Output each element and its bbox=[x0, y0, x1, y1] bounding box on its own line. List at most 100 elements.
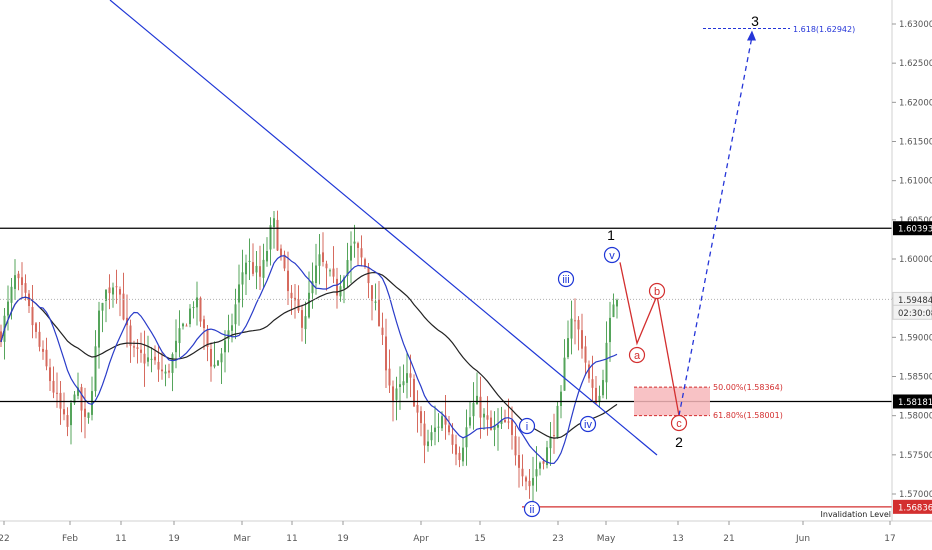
candle-body bbox=[392, 386, 394, 401]
x-tick-label: 11 bbox=[115, 534, 126, 544]
candle-body bbox=[70, 402, 72, 426]
candle-body bbox=[476, 395, 478, 404]
price-tag-box bbox=[893, 499, 932, 514]
candle-body bbox=[63, 409, 65, 415]
fib-618-label: 61.80%(1.58001) bbox=[713, 411, 783, 420]
candle-body bbox=[199, 297, 202, 322]
candle-body bbox=[213, 364, 216, 367]
candle-body bbox=[35, 323, 37, 332]
candle-body bbox=[143, 353, 146, 364]
candle-body bbox=[399, 384, 401, 388]
invalidation-label: Invalidation Level bbox=[821, 510, 891, 519]
candle-body bbox=[532, 477, 534, 486]
candle-body bbox=[255, 265, 258, 273]
candle-body bbox=[280, 248, 282, 256]
candle-body bbox=[612, 304, 615, 318]
price-tag-label: 1.56836 bbox=[898, 503, 932, 513]
candle-body bbox=[161, 369, 163, 372]
candle-body bbox=[24, 283, 27, 293]
candle-body bbox=[378, 299, 380, 327]
candle-body bbox=[367, 267, 370, 284]
candle-body bbox=[336, 278, 338, 296]
candle-body bbox=[518, 455, 520, 468]
price-axis-ticks: 1.63000 1.62500 1.62000 1.61500 1.61000 1.605… bbox=[892, 20, 932, 500]
candle-body bbox=[105, 289, 107, 301]
candle-body bbox=[192, 306, 195, 308]
price-tag-box bbox=[892, 304, 932, 320]
candle-body bbox=[602, 380, 604, 396]
trend-lines bbox=[109, 0, 658, 456]
candle-body bbox=[101, 302, 104, 311]
candle-body bbox=[171, 354, 174, 373]
candle-body bbox=[0, 331, 2, 343]
x-tick-label: Jun bbox=[795, 534, 810, 544]
candle-body bbox=[507, 421, 510, 423]
candle-body bbox=[381, 327, 384, 335]
candle-body bbox=[360, 248, 363, 258]
candle-body bbox=[234, 304, 237, 325]
candle-body bbox=[406, 373, 408, 383]
y-tick-label: 1.61500 bbox=[899, 138, 932, 148]
candle-body bbox=[434, 427, 436, 432]
candle-body bbox=[588, 364, 590, 379]
wave-iii-label: iii bbox=[562, 274, 569, 286]
wave-iii-circle bbox=[557, 270, 575, 288]
candle-body bbox=[591, 379, 594, 388]
candle-body bbox=[483, 413, 485, 418]
candle-body bbox=[49, 367, 51, 382]
moving-averages bbox=[0, 255, 618, 465]
price-tag-label: 1.58181 bbox=[898, 398, 932, 408]
candle-body bbox=[385, 336, 387, 371]
candle-body bbox=[374, 301, 377, 303]
candle-body bbox=[343, 277, 345, 289]
candle-body bbox=[353, 241, 356, 244]
candle-body bbox=[129, 325, 132, 346]
candle-body bbox=[311, 281, 314, 294]
candle-body bbox=[469, 417, 471, 426]
price-tag-box bbox=[893, 394, 932, 409]
candle-body bbox=[493, 425, 496, 430]
candle-body bbox=[448, 425, 450, 433]
wave-i-label: i bbox=[526, 421, 528, 433]
candle-body bbox=[605, 342, 608, 383]
wave-projection bbox=[619, 28, 790, 416]
candle-body bbox=[189, 308, 191, 325]
candle-body bbox=[168, 370, 170, 373]
candle-body bbox=[178, 328, 181, 344]
downtrend-line bbox=[109, 0, 658, 456]
x-tick-label: 11 bbox=[286, 534, 297, 544]
candle-body bbox=[441, 416, 443, 429]
candle-body bbox=[458, 452, 461, 461]
candle-body bbox=[584, 346, 587, 363]
candle-body bbox=[308, 292, 310, 318]
candle-body bbox=[350, 245, 352, 261]
candle-body bbox=[115, 286, 118, 288]
wave-c-circle bbox=[670, 414, 688, 432]
candle-body bbox=[511, 419, 513, 435]
candle-body bbox=[80, 387, 83, 411]
candle-body bbox=[402, 381, 405, 386]
candle-body bbox=[462, 447, 464, 462]
wave-ii-label: ii bbox=[530, 504, 535, 516]
candle-body bbox=[542, 461, 545, 464]
candle-body bbox=[185, 325, 188, 327]
price-tag-label: 1.60393 bbox=[898, 225, 932, 235]
candle-body bbox=[245, 262, 247, 275]
wave-iv-label: iv bbox=[584, 419, 592, 431]
candle-body bbox=[315, 265, 317, 284]
candle-body bbox=[119, 289, 121, 295]
candle-body bbox=[595, 387, 597, 404]
price-tag-box bbox=[893, 221, 932, 236]
candle-body bbox=[133, 346, 135, 348]
candle-body bbox=[262, 259, 265, 278]
ma-short-line bbox=[0, 255, 618, 465]
wave-iv-circle bbox=[579, 415, 597, 433]
candle-body bbox=[504, 419, 506, 423]
wave-b-circle bbox=[648, 282, 666, 300]
candle-body bbox=[577, 319, 580, 330]
candle-body bbox=[500, 420, 503, 424]
x-tick-label: 13 bbox=[672, 534, 683, 544]
candle-body bbox=[318, 254, 321, 266]
candle-body bbox=[259, 266, 261, 277]
